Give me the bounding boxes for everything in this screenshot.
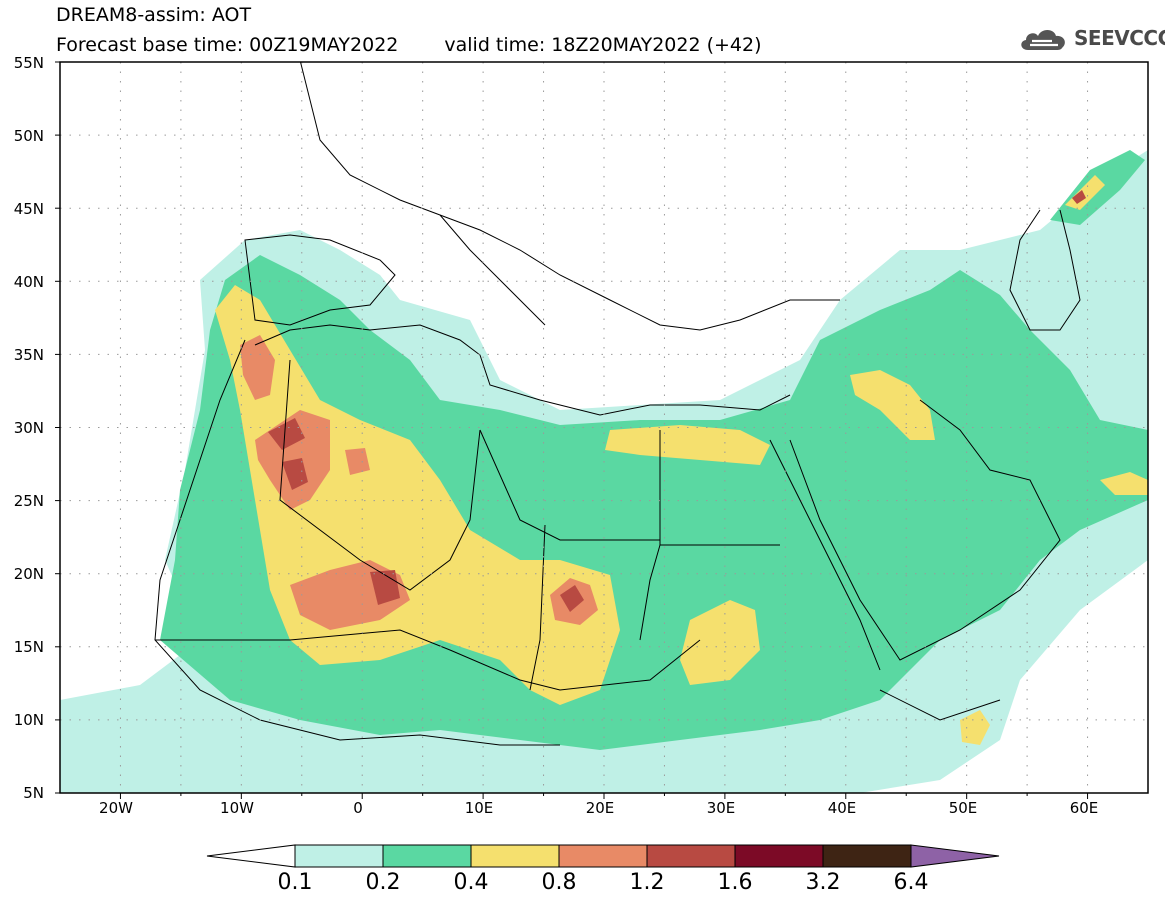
lat-label-40n: 40N bbox=[13, 273, 44, 291]
colorbar-swatch bbox=[558, 844, 648, 868]
colorbar-swatch bbox=[470, 844, 560, 868]
colorbar-high-arrow bbox=[910, 844, 1000, 868]
colorbar-label-0.8: 0.8 bbox=[541, 870, 577, 895]
aot-patch-yellow-east bbox=[605, 425, 770, 465]
aot-band-1.2 bbox=[268, 418, 305, 450]
lon-label-40e: 40E bbox=[827, 799, 857, 817]
lat-label-5n: 5N bbox=[23, 784, 44, 802]
aot-patch-yellow-somalia bbox=[960, 710, 990, 745]
colorbar-swatch bbox=[382, 844, 472, 868]
colorbar-swatch bbox=[294, 844, 384, 868]
colorbar-label-0.2: 0.2 bbox=[365, 870, 401, 895]
colorbar-label-6.4: 6.4 bbox=[893, 870, 929, 895]
border-sudan bbox=[639, 544, 661, 641]
aot-patch-brown-niger bbox=[370, 570, 400, 605]
colorbar bbox=[206, 844, 1000, 868]
aot-patch-brown-south bbox=[282, 458, 308, 490]
coast-caspian bbox=[1009, 209, 1081, 331]
base-time: Forecast base time: 00Z19MAY2022 bbox=[56, 34, 399, 56]
forecast-times: Forecast base time: 00Z19MAY2022 valid ti… bbox=[56, 34, 762, 56]
colorbar-label-1.2: 1.2 bbox=[629, 870, 665, 895]
lon-label-0: 0 bbox=[353, 799, 363, 817]
aot-patch-orange-libya bbox=[345, 448, 370, 475]
aot-patch-brown-chad bbox=[560, 585, 584, 612]
map-title: DREAM8-assim: AOT bbox=[56, 4, 252, 26]
coast-north-africa bbox=[254, 324, 791, 416]
lon-label-20w: 20W bbox=[99, 799, 133, 817]
coast-italy bbox=[439, 214, 546, 326]
border-chad bbox=[529, 524, 546, 691]
colorbar-swatch bbox=[822, 844, 912, 868]
colorbar-swatch bbox=[646, 844, 736, 868]
coast-west-africa bbox=[154, 339, 560, 746]
lat-label-25n: 25N bbox=[13, 492, 44, 510]
coast-europe bbox=[299, 62, 840, 331]
lat-label-20n: 20N bbox=[13, 565, 44, 583]
valid-time: valid time: 18Z20MAY2022 (+42) bbox=[444, 34, 762, 56]
coastlines bbox=[154, 62, 1081, 746]
coast-red-sea bbox=[769, 439, 881, 671]
border-sahel bbox=[155, 629, 701, 691]
lat-label-30n: 30N bbox=[13, 419, 44, 437]
colorbar-label-3.2: 3.2 bbox=[805, 870, 841, 895]
coast-horn bbox=[879, 689, 1001, 721]
logo-text: SEEVCCC bbox=[1074, 26, 1165, 50]
colorbar-label-0.1: 0.1 bbox=[277, 870, 313, 895]
lat-label-35n: 35N bbox=[13, 346, 44, 364]
colorbar-low-arrow bbox=[206, 844, 296, 868]
coast-iberia bbox=[244, 234, 396, 326]
lon-label-50e: 50E bbox=[948, 799, 978, 817]
colorbar-swatch bbox=[734, 844, 824, 868]
map-grid bbox=[60, 62, 1148, 793]
aot-band-0.8 bbox=[240, 335, 275, 400]
lat-label-15n: 15N bbox=[13, 638, 44, 656]
lat-label-10n: 10N bbox=[13, 711, 44, 729]
aot-patch-yellow-sudan bbox=[680, 600, 760, 685]
colorbar-label-0.4: 0.4 bbox=[453, 870, 489, 895]
lon-label-10w: 10W bbox=[220, 799, 254, 817]
lon-label-30e: 30E bbox=[706, 799, 736, 817]
lat-label-55n: 55N bbox=[13, 54, 44, 72]
colorbar-label-1.6: 1.6 bbox=[717, 870, 753, 895]
lat-label-45n: 45N bbox=[13, 200, 44, 218]
map-ticks bbox=[55, 61, 1089, 799]
coast-arabia bbox=[789, 399, 1061, 661]
seevccc-logo: SEEVCCC bbox=[1018, 24, 1165, 56]
border-algeria bbox=[279, 359, 481, 591]
aot-patch-yellow-gulf bbox=[1100, 472, 1148, 495]
lat-label-50n: 50N bbox=[13, 127, 44, 145]
lon-label-20e: 20E bbox=[585, 799, 615, 817]
aot-patch-yellow-iraq bbox=[850, 370, 935, 440]
cloud-logo-icon bbox=[1021, 30, 1065, 50]
aot-patch-caspian-red bbox=[1072, 190, 1086, 204]
lon-label-10e: 10E bbox=[464, 799, 494, 817]
lon-label-60e: 60E bbox=[1069, 799, 1099, 817]
